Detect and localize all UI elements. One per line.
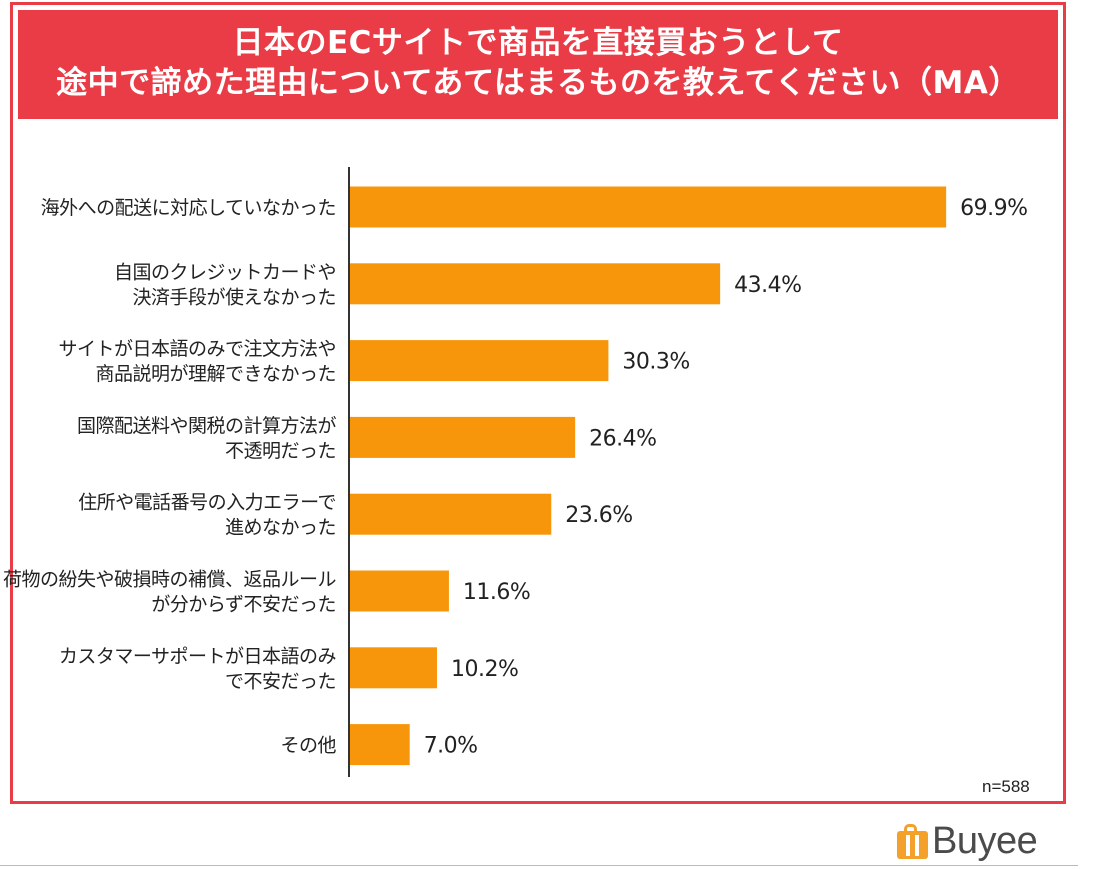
value-label-5: 11.6% <box>463 580 530 605</box>
bar-0 <box>350 186 947 228</box>
category-label-3: 国際配送料や関税の計算方法が不透明だった <box>77 415 337 462</box>
shopping-bag-icon <box>897 823 928 859</box>
bar-6 <box>350 647 437 689</box>
chart-title-line-2: 途中で諦めた理由についてあてはまるものを教えてください（MA） <box>56 65 1020 101</box>
brand-name: Buyee <box>932 819 1038 862</box>
chart-title-line-1: 日本のECサイトで商品を直接買おうとして <box>232 25 844 61</box>
chart-frame: 日本のECサイトで商品を直接買おうとして 途中で諦めた理由についてあてはまるもの… <box>10 2 1066 804</box>
buyee-logo: Buyee <box>897 819 1038 862</box>
value-label-4: 23.6% <box>565 503 632 528</box>
value-label-3: 26.4% <box>589 426 656 451</box>
value-label-2: 30.3% <box>622 350 689 375</box>
bar-3 <box>350 416 576 458</box>
title-banner: 日本のECサイトで商品を直接買おうとして 途中で諦めた理由についてあてはまるもの… <box>18 10 1058 119</box>
bar-2 <box>350 340 609 382</box>
bar-7 <box>350 724 410 766</box>
category-label-4: 住所や電話番号の入力エラーで進めなかった <box>78 492 336 539</box>
category-label-0: 海外への配送に対応していなかった <box>41 197 336 219</box>
bar-5 <box>350 570 449 612</box>
category-label-1: 自国のクレジットカードや決済手段が使えなかった <box>114 261 336 308</box>
category-label-7: その他 <box>280 735 336 757</box>
bar-1 <box>350 263 721 305</box>
value-label-1: 43.4% <box>734 273 801 298</box>
bar-4 <box>350 493 552 535</box>
footer-divider <box>0 865 1078 866</box>
value-label-6: 10.2% <box>451 657 518 682</box>
category-label-6: カスタマーサポートが日本語のみで不安だった <box>59 645 336 692</box>
category-label-2: サイトが日本語のみで注文方法や商品説明が理解できなかった <box>58 338 336 385</box>
category-label-5: 荷物の紛失や破損時の補償、返品ルールが分からず不安だった <box>3 569 337 616</box>
sample-size-note: n=588 <box>982 777 1030 796</box>
value-label-7: 7.0% <box>424 734 478 759</box>
value-label-0: 69.9% <box>960 196 1027 221</box>
